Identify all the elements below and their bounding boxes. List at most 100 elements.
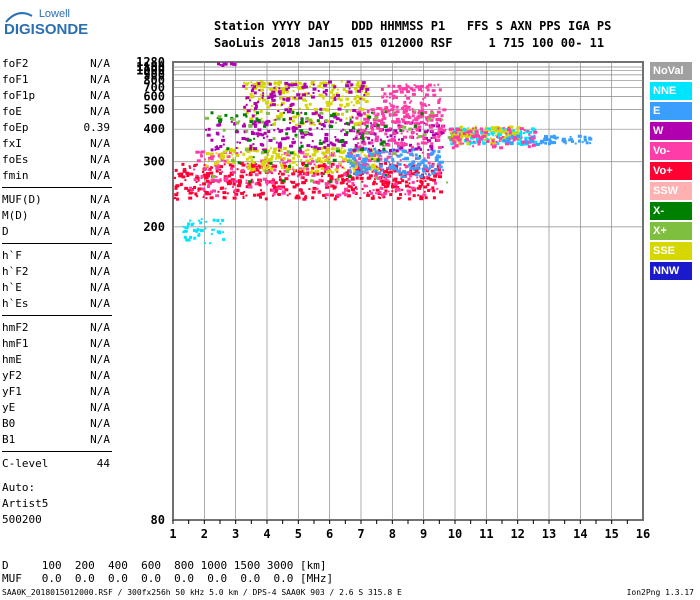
echo-point xyxy=(428,125,433,129)
echo-point xyxy=(235,147,238,149)
echo-point xyxy=(193,178,197,182)
echo-point xyxy=(541,140,545,144)
echo-point xyxy=(428,124,431,127)
echo-point xyxy=(300,173,303,176)
echo-point xyxy=(235,114,239,118)
x-tick-label: 11 xyxy=(479,527,493,541)
echo-point xyxy=(250,105,253,107)
echo-point xyxy=(219,63,222,66)
echo-point xyxy=(228,181,232,185)
echo-point xyxy=(416,142,420,146)
echo-point xyxy=(254,105,258,108)
echo-point xyxy=(181,175,186,179)
echo-point xyxy=(364,100,369,103)
echo-point xyxy=(216,164,221,168)
echo-point xyxy=(351,148,354,151)
echo-point xyxy=(386,109,389,112)
echo-point xyxy=(532,143,536,147)
echo-point xyxy=(199,151,202,154)
echo-point xyxy=(319,164,324,168)
echo-point xyxy=(431,133,436,137)
echo-point xyxy=(334,168,339,172)
echo-point xyxy=(490,141,495,145)
echo-point xyxy=(375,119,378,122)
echo-point xyxy=(300,144,304,148)
x-tick-label: 5 xyxy=(295,527,302,541)
echo-point xyxy=(310,145,313,148)
echo-point xyxy=(466,142,470,146)
echo-point xyxy=(431,149,436,153)
echo-point xyxy=(380,155,383,158)
echo-point xyxy=(508,133,513,137)
echo-point xyxy=(503,131,508,134)
echo-point xyxy=(261,163,266,167)
echo-point xyxy=(294,133,298,137)
echo-point xyxy=(228,163,232,167)
parameter-row: yE N/A xyxy=(2,400,112,416)
echo-point xyxy=(524,138,527,141)
echo-point xyxy=(393,182,398,186)
logo-text-lowell: Lowell xyxy=(38,8,70,20)
echo-point xyxy=(299,93,302,96)
echo-point xyxy=(420,103,425,107)
echo-point xyxy=(256,111,259,115)
echo-point xyxy=(273,190,278,194)
y-tick-label: 500 xyxy=(143,103,165,117)
echo-point xyxy=(338,103,343,107)
echo-point xyxy=(383,176,386,179)
echo-point xyxy=(399,197,402,200)
echo-point xyxy=(210,148,214,152)
echo-point xyxy=(436,187,439,190)
echo-point xyxy=(528,133,531,136)
echo-point xyxy=(377,171,381,175)
echo-point xyxy=(339,98,343,102)
echo-point xyxy=(402,120,406,124)
echo-point xyxy=(377,119,381,123)
echo-point xyxy=(288,192,291,195)
echo-point xyxy=(355,176,359,180)
echo-point xyxy=(370,124,374,128)
echo-point xyxy=(448,128,452,131)
echo-point xyxy=(496,129,501,133)
echo-point xyxy=(401,188,404,191)
echo-point xyxy=(509,141,514,145)
echo-point xyxy=(415,164,418,167)
echo-point xyxy=(236,147,239,150)
echo-point xyxy=(304,196,308,199)
parameter-value: N/A xyxy=(90,193,110,206)
echo-point xyxy=(392,179,395,182)
echo-point xyxy=(350,101,353,104)
echo-point xyxy=(304,149,307,152)
echo-point xyxy=(535,143,540,146)
echo-point xyxy=(202,173,207,177)
echo-point xyxy=(506,137,509,140)
echo-point xyxy=(253,109,256,112)
echo-point xyxy=(251,163,256,167)
echo-point xyxy=(203,242,206,245)
echo-point xyxy=(338,193,342,197)
echo-point xyxy=(272,137,276,141)
range-row: D 100 200 400 600 800 1000 1500 3000 [km… xyxy=(2,559,327,572)
echo-point xyxy=(214,178,218,182)
echo-point xyxy=(279,112,284,116)
parameter-name: foE xyxy=(2,105,22,118)
echo-point xyxy=(284,85,287,88)
divider xyxy=(2,451,112,452)
echo-point xyxy=(430,147,434,151)
echo-point xyxy=(326,170,329,174)
echo-point xyxy=(424,110,428,114)
echo-point xyxy=(258,89,261,92)
parameter-value: N/A xyxy=(90,209,110,222)
echo-point xyxy=(423,185,428,189)
echo-point xyxy=(327,102,332,106)
echo-point xyxy=(396,169,401,173)
echo-point xyxy=(292,151,296,155)
parameter-name: foF2 xyxy=(2,57,29,70)
echo-point xyxy=(436,110,441,114)
echo-point xyxy=(299,168,302,171)
echo-point xyxy=(292,185,297,189)
echo-point xyxy=(357,146,361,150)
echo-point xyxy=(556,136,559,139)
echo-point xyxy=(326,166,330,169)
echo-point xyxy=(349,161,353,165)
